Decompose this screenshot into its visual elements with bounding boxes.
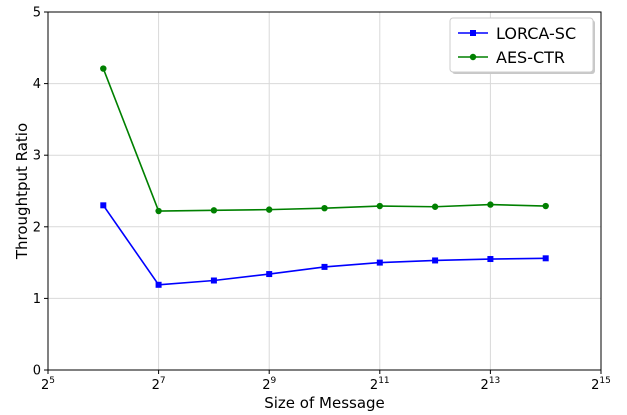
series-line	[102, 204, 546, 286]
x-axis-label: Size of Message	[264, 394, 385, 412]
x-tick-label: 29	[262, 376, 276, 393]
legend-box	[449, 17, 594, 73]
data-point	[155, 207, 162, 215]
x-tick-exponent: 11	[378, 376, 389, 386]
x-tick-base: 2	[591, 378, 599, 393]
series-line	[102, 68, 546, 212]
plot-frame	[47, 11, 602, 371]
x-tick-base: 2	[262, 378, 270, 393]
x-tick-base: 2	[481, 378, 489, 393]
y-axis-label: Throughtput Ratio	[13, 123, 31, 260]
data-point	[155, 281, 162, 288]
y-tick-label: 5	[33, 6, 41, 21]
data-point	[210, 277, 217, 284]
legend-marker	[469, 53, 477, 61]
legend-entry: LORCA-SC	[458, 24, 576, 43]
y-tick-label: 3	[33, 149, 41, 164]
data-point	[487, 201, 494, 208]
x-tick-label: 213	[481, 376, 501, 393]
x-tick-exponent: 15	[599, 376, 610, 386]
data-point	[321, 263, 328, 270]
x-tick-exponent: 13	[489, 376, 500, 386]
y-tick-label: 1	[33, 292, 41, 307]
x-tick-label: 215	[591, 376, 611, 393]
x-tick-base: 2	[152, 378, 160, 393]
series-lorca-sc	[100, 202, 549, 288]
legend-label: AES-CTR	[496, 48, 565, 67]
series-layer	[100, 65, 549, 288]
data-point	[100, 202, 107, 209]
y-tick-label: 0	[33, 364, 41, 379]
x-tick-base: 2	[41, 378, 49, 393]
y-tick-label: 4	[33, 77, 41, 92]
x-tick-exponent: 7	[160, 376, 166, 386]
data-point	[431, 203, 439, 210]
legend: LORCA-SC AES-CTR	[449, 17, 595, 74]
series-aes-ctr	[100, 65, 549, 215]
x-tick-label: 27	[152, 376, 166, 393]
x-tick-exponent: 9	[270, 376, 276, 386]
data-point	[542, 202, 549, 210]
legend-marker	[470, 30, 476, 36]
x-tick-label: 25	[41, 376, 55, 393]
data-point	[376, 202, 383, 210]
data-point	[542, 255, 549, 262]
data-point	[210, 207, 218, 214]
x-tick-base: 2	[370, 378, 378, 393]
y-tick-label: 2	[33, 220, 41, 235]
data-point	[376, 259, 383, 266]
data-point	[487, 256, 494, 263]
data-point	[266, 206, 273, 213]
data-point	[432, 257, 439, 264]
x-tick-label: 211	[370, 376, 390, 393]
data-point	[321, 204, 328, 212]
data-point	[100, 65, 107, 72]
x-tick-exponent: 5	[49, 376, 55, 386]
data-point	[266, 271, 273, 278]
legend-label: LORCA-SC	[496, 24, 576, 43]
legend-entry: AES-CTR	[458, 48, 565, 67]
